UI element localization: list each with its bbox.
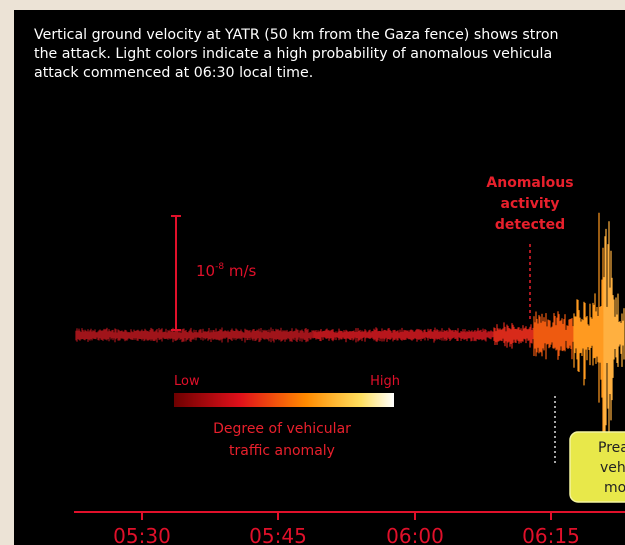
colorbar: Low High Degree of vehicular traffic ano… [174, 374, 400, 459]
caption-line-1: Vertical ground velocity at YATR (50 km … [34, 27, 559, 43]
callout-line-2: vehi [600, 460, 625, 476]
colorbar-high-label: High [370, 374, 400, 389]
caption-line-2: the attack. Light colors indicate a high… [34, 46, 553, 62]
slide: Vertical ground velocity at YATR (50 km … [14, 10, 625, 545]
anomalous-label-line-2: activity [501, 196, 560, 212]
waveform-trace [75, 212, 625, 458]
x-tick-label: 05:30 [113, 524, 171, 545]
caption-line-3: attack commenced at 06:30 local time. [34, 65, 314, 81]
time-axis: 05:30 05:45 06:00 06:15 [74, 511, 625, 545]
anomalous-activity-annotation: Anomalous activity detected [486, 175, 574, 322]
x-tick-label: 05:45 [249, 524, 307, 545]
anomalous-label-line-1: Anomalous [486, 175, 573, 191]
colorbar-title-line-2: traffic anomaly [229, 443, 335, 459]
seismogram-chart: 10-8 m/s Anomalous activity detected Low… [74, 175, 625, 545]
caption: Vertical ground velocity at YATR (50 km … [34, 26, 625, 83]
callout-box: Prea vehi mo [569, 431, 625, 503]
x-tick-label: 06:00 [386, 524, 444, 545]
x-tick-label: 06:15 [522, 524, 580, 545]
callout-line-3: mo [604, 480, 625, 496]
callout-line-1: Prea [598, 440, 625, 456]
colorbar-low-label: Low [174, 374, 200, 389]
scale-bar-label: 10-8 m/s [196, 262, 257, 280]
anomalous-label-line-3: detected [495, 217, 565, 233]
colorbar-title-line-1: Degree of vehicular [213, 421, 351, 437]
colorbar-gradient [174, 393, 394, 407]
scale-bar: 10-8 m/s [171, 215, 257, 331]
